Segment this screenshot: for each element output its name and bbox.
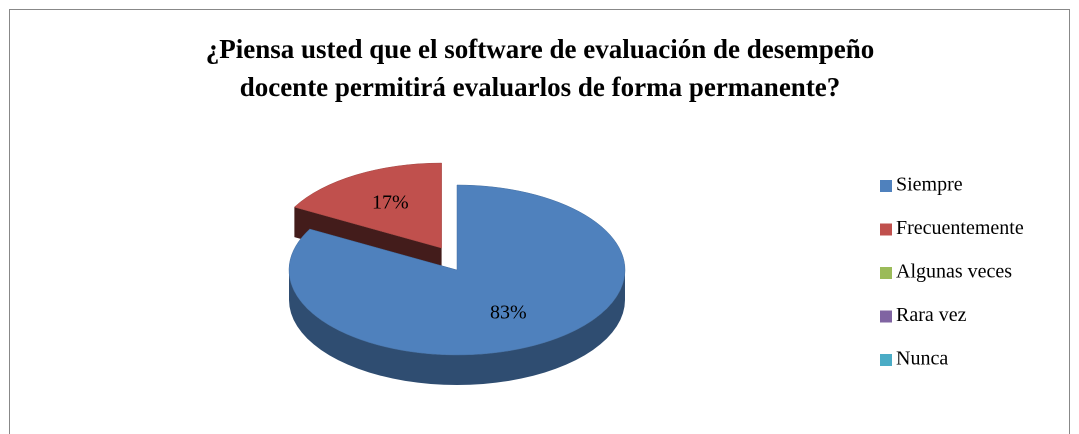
legend-swatch [880, 310, 892, 323]
legend-label: Frecuentemente [896, 217, 1024, 239]
data-label: 17% [372, 192, 409, 214]
legend-swatch [880, 223, 892, 236]
chart-title: ¿Piensa usted que el software de evaluac… [206, 34, 875, 64]
slice-top [288, 184, 626, 356]
legend-label: Nunca [896, 348, 948, 370]
legend-swatch [880, 354, 892, 366]
legend-swatch [880, 180, 892, 192]
data-label: 83% [490, 301, 527, 323]
slice-side [289, 270, 625, 385]
legend-swatch [880, 267, 892, 279]
legend-label: Rara vez [896, 304, 967, 326]
chart-title: docente permitirá evaluarlos de forma pe… [240, 72, 841, 102]
legend-label: Algunas veces [896, 261, 1012, 283]
legend-label: Siempre [896, 174, 963, 196]
slice-top [293, 162, 442, 249]
